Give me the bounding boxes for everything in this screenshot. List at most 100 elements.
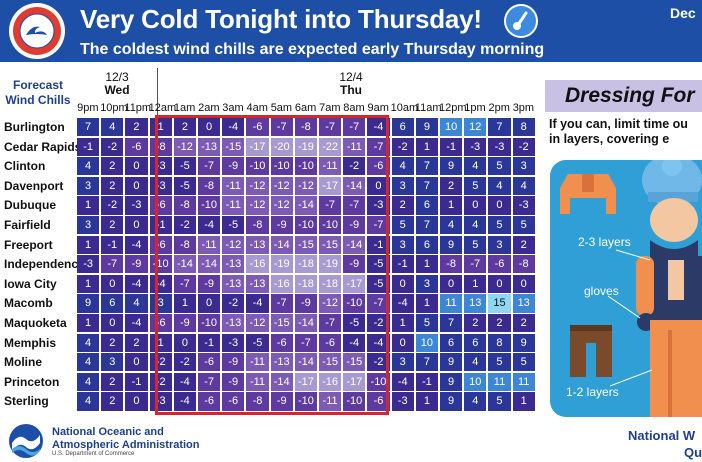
wind-chill-cell: 0 xyxy=(101,314,124,333)
table-title-line1: Forecast xyxy=(12,78,64,92)
pants-icon xyxy=(570,325,612,377)
wind-chill-cell: -5 xyxy=(222,216,245,235)
wind-chill-cell: 2 xyxy=(488,314,511,333)
wind-chill-cell: -13 xyxy=(246,235,269,254)
wind-chill-cell: -15 xyxy=(222,137,245,156)
wind-chill-cell: 0 xyxy=(488,196,511,215)
wind-chill-cell: 4 xyxy=(77,372,100,391)
wind-chill-cell: -7 xyxy=(319,314,342,333)
wind-chill-cell: -19 xyxy=(270,255,293,274)
person-icon xyxy=(636,160,702,417)
wind-chill-cell: -3 xyxy=(125,196,148,215)
wind-chill-cell: 9 xyxy=(440,392,463,411)
wind-chill-cell: -3 xyxy=(488,137,511,156)
wind-chill-cell: -19 xyxy=(294,137,317,156)
hour-label: 4am xyxy=(246,102,268,114)
wind-chill-cell: -4 xyxy=(391,372,414,391)
dressing-title-text: Dressing For xyxy=(565,84,695,107)
wind-chill-cell: -12 xyxy=(246,314,269,333)
wind-chill-cell: 0 xyxy=(125,353,148,372)
noaa-logo-icon xyxy=(9,424,43,458)
wind-chill-cell: 0 xyxy=(512,274,535,293)
noaa-name: National Oceanic and Atmospheric Adminis… xyxy=(52,426,200,452)
wind-chill-cell: 4 xyxy=(488,176,511,195)
wind-chill-cell: -10 xyxy=(294,157,317,176)
wind-chill-cell: -5 xyxy=(367,274,390,293)
wind-chill-cell: 2 xyxy=(101,392,124,411)
wind-chill-cell: -14 xyxy=(270,372,293,391)
jacket-icon xyxy=(560,174,616,214)
wind-chill-cell: -4 xyxy=(391,294,414,313)
wind-chill-cell: -11 xyxy=(222,176,245,195)
wind-chill-cell: -17 xyxy=(294,372,317,391)
dressing-panel-title: Dressing For xyxy=(545,80,702,112)
wind-chill-cell: -4 xyxy=(125,274,148,293)
wind-chill-cell: -2 xyxy=(101,137,124,156)
wind-chill-cell: 5 xyxy=(415,314,438,333)
wind-chill-cell: -8 xyxy=(440,255,463,274)
wind-chill-cell: 15 xyxy=(488,294,511,313)
label-lower-layers: 1-2 layers xyxy=(566,385,619,399)
wind-chill-cell: 4 xyxy=(77,333,100,352)
wind-chill-cell: 6 xyxy=(101,294,124,313)
hour-label: 8am xyxy=(343,102,365,114)
wind-chill-cell: -2 xyxy=(367,314,390,333)
day-divider xyxy=(157,68,158,116)
wind-chill-cell: -22 xyxy=(319,137,342,156)
wind-chill-cell: -7 xyxy=(464,255,487,274)
wind-chill-cell: 2 xyxy=(440,176,463,195)
wind-chill-cell: -6 xyxy=(125,137,148,156)
wind-chill-cell: 3 xyxy=(77,216,100,235)
city-label: Memphis xyxy=(4,335,57,350)
wind-chill-cell: 12 xyxy=(464,118,487,137)
wind-chill-cell: 5 xyxy=(512,216,535,235)
wind-chill-cell: 5 xyxy=(464,176,487,195)
wind-chill-cell: 2 xyxy=(101,216,124,235)
wind-chill-cell: -7 xyxy=(173,274,196,293)
wind-chill-cell: -6 xyxy=(198,353,221,372)
hour-label: 3am xyxy=(222,102,244,114)
hour-label: 9am xyxy=(367,102,389,114)
wind-chill-cell: -10 xyxy=(198,196,221,215)
wind-chill-cell: 3 xyxy=(77,176,100,195)
wind-chill-cell: -10 xyxy=(367,372,390,391)
hour-label: 2pm xyxy=(488,102,510,114)
wind-chill-cell: -1 xyxy=(391,255,414,274)
hour-label: 10pm xyxy=(100,102,128,114)
day-name: Thu xyxy=(340,83,362,97)
wind-chill-cell: -11 xyxy=(343,137,366,156)
wind-chill-cell: -4 xyxy=(173,392,196,411)
wind-chill-cell: -1 xyxy=(415,372,438,391)
wind-chill-cell: 3 xyxy=(391,176,414,195)
wind-chill-cell: -3 xyxy=(77,255,100,274)
wind-chill-cell: -6 xyxy=(488,255,511,274)
wind-chill-cell: -8 xyxy=(512,255,535,274)
wind-chill-cell: -2 xyxy=(367,353,390,372)
wind-chill-cell: -7 xyxy=(319,196,342,215)
wind-chill-cell: -6 xyxy=(222,392,245,411)
wind-chill-cell: 4 xyxy=(77,353,100,372)
wind-chill-cell: 10 xyxy=(440,118,463,137)
wind-chill-cell: -10 xyxy=(343,294,366,313)
wind-chill-cell: -8 xyxy=(198,176,221,195)
hour-label: 12am xyxy=(148,102,177,114)
wind-chill-cell: 3 xyxy=(391,235,414,254)
coldest-period-highlight xyxy=(155,115,389,415)
wind-chill-cell: -10 xyxy=(294,392,317,411)
wind-chill-cell: -13 xyxy=(270,353,293,372)
wind-chill-cell: 4 xyxy=(464,157,487,176)
nws-footer-line2: Qu xyxy=(684,445,702,460)
hour-label: 6am xyxy=(294,102,317,114)
wind-chill-cell: 11 xyxy=(488,372,511,391)
wind-chill-cell: 0 xyxy=(125,176,148,195)
city-label: Davenport xyxy=(4,178,64,193)
wind-chill-cell: 2 xyxy=(512,235,535,254)
wind-chill-cell: 3 xyxy=(101,353,124,372)
wind-chill-cell: -11 xyxy=(319,157,342,176)
label-gloves: gloves xyxy=(584,284,619,298)
wind-chill-cell: -14 xyxy=(294,353,317,372)
wind-chill-cell: -12 xyxy=(246,196,269,215)
nws-footer-text: National W Qu xyxy=(628,427,702,461)
wind-chill-cell: -9 xyxy=(343,255,366,274)
wind-chill-cell: 4 xyxy=(391,157,414,176)
